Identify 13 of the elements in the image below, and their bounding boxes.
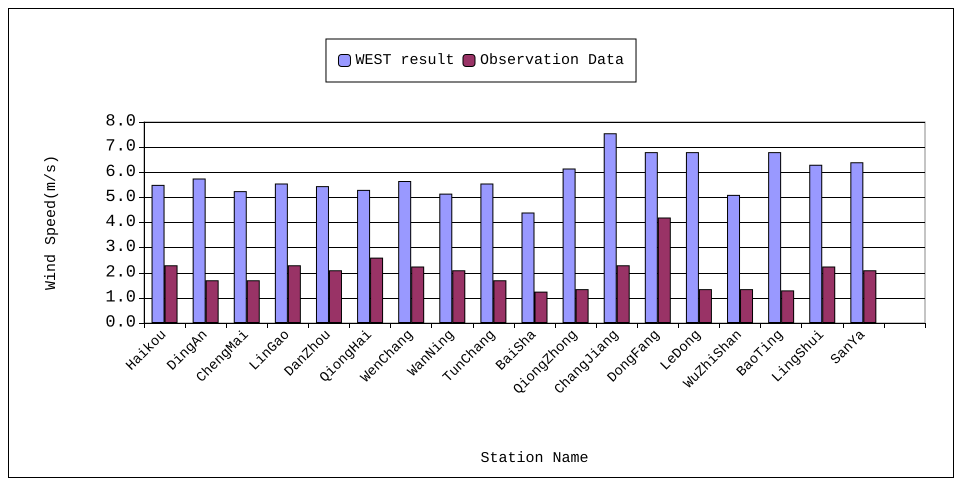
- legend-label: Observation Data: [480, 52, 624, 69]
- y-tick-label: 7.0: [105, 138, 136, 157]
- y-tick-label: 8.0: [105, 112, 136, 132]
- y-tick-label: 2.0: [105, 263, 136, 282]
- y-tick-label: 3.0: [105, 238, 136, 258]
- y-axis-title: Wind Speed(m/s): [43, 154, 60, 290]
- y-tick-label: 6.0: [105, 162, 136, 182]
- x-axis-title: Station Name: [480, 450, 589, 467]
- legend-label: WEST result: [355, 52, 455, 69]
- y-tick-label: 5.0: [105, 188, 136, 207]
- y-tick-label: 1.0: [105, 288, 136, 308]
- y-tick-label: 0.0: [105, 314, 136, 332]
- y-tick-label: 4.0: [105, 213, 136, 232]
